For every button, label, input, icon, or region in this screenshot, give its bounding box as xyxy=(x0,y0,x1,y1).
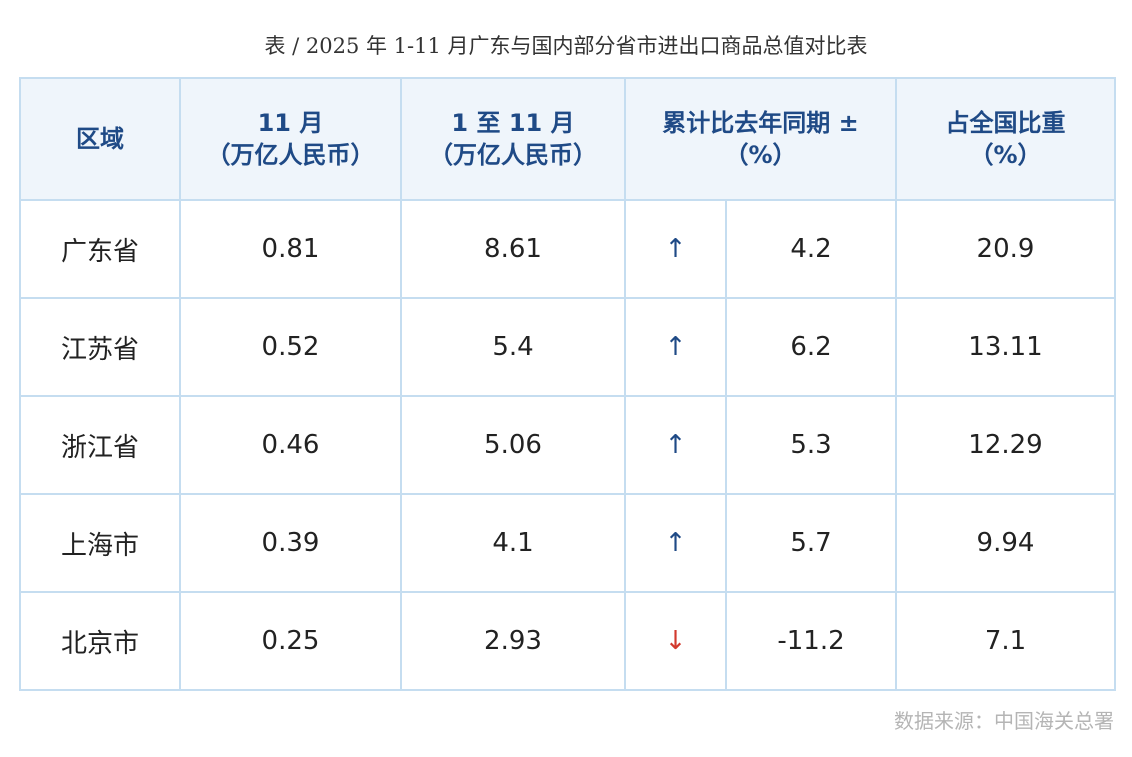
table-row: 江苏省 0.52 5.4 ↑ 6.2 13.11 xyxy=(19,297,1116,397)
header-yoy-change: 累计比去年同期 ± （%） xyxy=(624,77,897,201)
ytd-value: 5.06 xyxy=(400,395,626,495)
table-row: 北京市 0.25 2.93 ↓ -11.2 7.1 xyxy=(19,591,1116,691)
november-value: 0.39 xyxy=(179,493,402,593)
arrow-up-icon: ↑ xyxy=(624,493,727,593)
change-value: -11.2 xyxy=(725,591,897,691)
arrow-up-icon: ↑ xyxy=(624,199,727,299)
header-region: 区域 xyxy=(19,77,181,201)
ytd-value: 4.1 xyxy=(400,493,626,593)
table-row: 浙江省 0.46 5.06 ↑ 5.3 12.29 xyxy=(19,395,1116,495)
ytd-value: 5.4 xyxy=(400,297,626,397)
share-value: 12.29 xyxy=(895,395,1116,495)
table-title: 表 / 2025 年 1-11 月广东与国内部分省市进出口商品总值对比表 xyxy=(264,34,868,58)
change-value: 5.3 xyxy=(725,395,897,495)
table-row: 上海市 0.39 4.1 ↑ 5.7 9.94 xyxy=(19,493,1116,593)
share-value: 7.1 xyxy=(895,591,1116,691)
region-cell: 上海市 xyxy=(19,493,181,593)
arrow-down-icon: ↓ xyxy=(624,591,727,691)
change-value: 5.7 xyxy=(725,493,897,593)
header-row: 区域 11 月 （万亿人民币） 1 至 11 月 （万亿人民币） 累计比去年同期… xyxy=(19,77,1116,201)
share-value: 13.11 xyxy=(895,297,1116,397)
data-source-note: 数据来源：中国海关总署 xyxy=(894,709,1114,733)
november-value: 0.46 xyxy=(179,395,402,495)
header-national-share: 占全国比重 （%） xyxy=(895,77,1116,201)
ytd-value: 8.61 xyxy=(400,199,626,299)
region-cell: 浙江省 xyxy=(19,395,181,495)
region-cell: 北京市 xyxy=(19,591,181,691)
header-november: 11 月 （万亿人民币） xyxy=(179,77,402,201)
ytd-value: 2.93 xyxy=(400,591,626,691)
share-value: 20.9 xyxy=(895,199,1116,299)
arrow-up-icon: ↑ xyxy=(624,395,727,495)
november-value: 0.25 xyxy=(179,591,402,691)
change-value: 4.2 xyxy=(725,199,897,299)
region-cell: 广东省 xyxy=(19,199,181,299)
november-value: 0.52 xyxy=(179,297,402,397)
header-jan-nov: 1 至 11 月 （万亿人民币） xyxy=(400,77,626,201)
november-value: 0.81 xyxy=(179,199,402,299)
share-value: 9.94 xyxy=(895,493,1116,593)
table-row: 广东省 0.81 8.61 ↑ 4.2 20.9 xyxy=(19,199,1116,299)
change-value: 6.2 xyxy=(725,297,897,397)
arrow-up-icon: ↑ xyxy=(624,297,727,397)
region-cell: 江苏省 xyxy=(19,297,181,397)
comparison-table: 区域 11 月 （万亿人民币） 1 至 11 月 （万亿人民币） 累计比去年同期… xyxy=(19,77,1116,691)
